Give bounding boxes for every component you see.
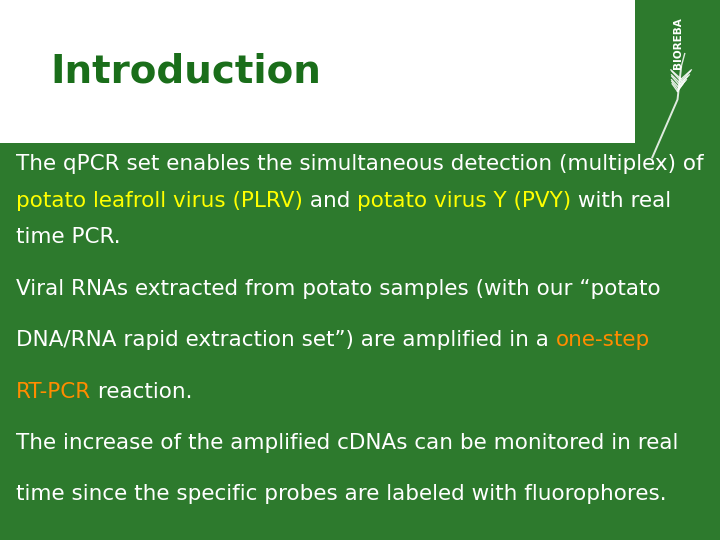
Bar bbox=[635, 0, 720, 143]
Text: RT-PCR: RT-PCR bbox=[16, 382, 91, 402]
Text: BIOREBA: BIOREBA bbox=[672, 17, 683, 69]
Text: reaction.: reaction. bbox=[91, 382, 192, 402]
Text: DNA/RNA rapid extraction set”) are amplified in a: DNA/RNA rapid extraction set”) are ampli… bbox=[16, 330, 556, 350]
Text: one-step: one-step bbox=[556, 330, 650, 350]
Text: and: and bbox=[302, 191, 357, 211]
Text: time PCR.: time PCR. bbox=[16, 227, 120, 247]
Text: The qPCR set enables the simultaneous detection (multiplex) of: The qPCR set enables the simultaneous de… bbox=[16, 154, 703, 174]
Text: The increase of the amplified cDNAs can be monitored in real: The increase of the amplified cDNAs can … bbox=[16, 433, 678, 453]
Text: Viral RNAs extracted from potato samples (with our “potato: Viral RNAs extracted from potato samples… bbox=[16, 279, 660, 299]
Text: with real: with real bbox=[571, 191, 671, 211]
Bar bbox=[0, 143, 720, 540]
Text: Introduction: Introduction bbox=[50, 52, 321, 91]
Text: potato leafroll virus (PLRV): potato leafroll virus (PLRV) bbox=[16, 191, 302, 211]
Text: time since the specific probes are labeled with fluorophores.: time since the specific probes are label… bbox=[16, 484, 667, 504]
Bar bbox=[0, 0, 720, 143]
Text: potato virus Y (PVY): potato virus Y (PVY) bbox=[357, 191, 571, 211]
